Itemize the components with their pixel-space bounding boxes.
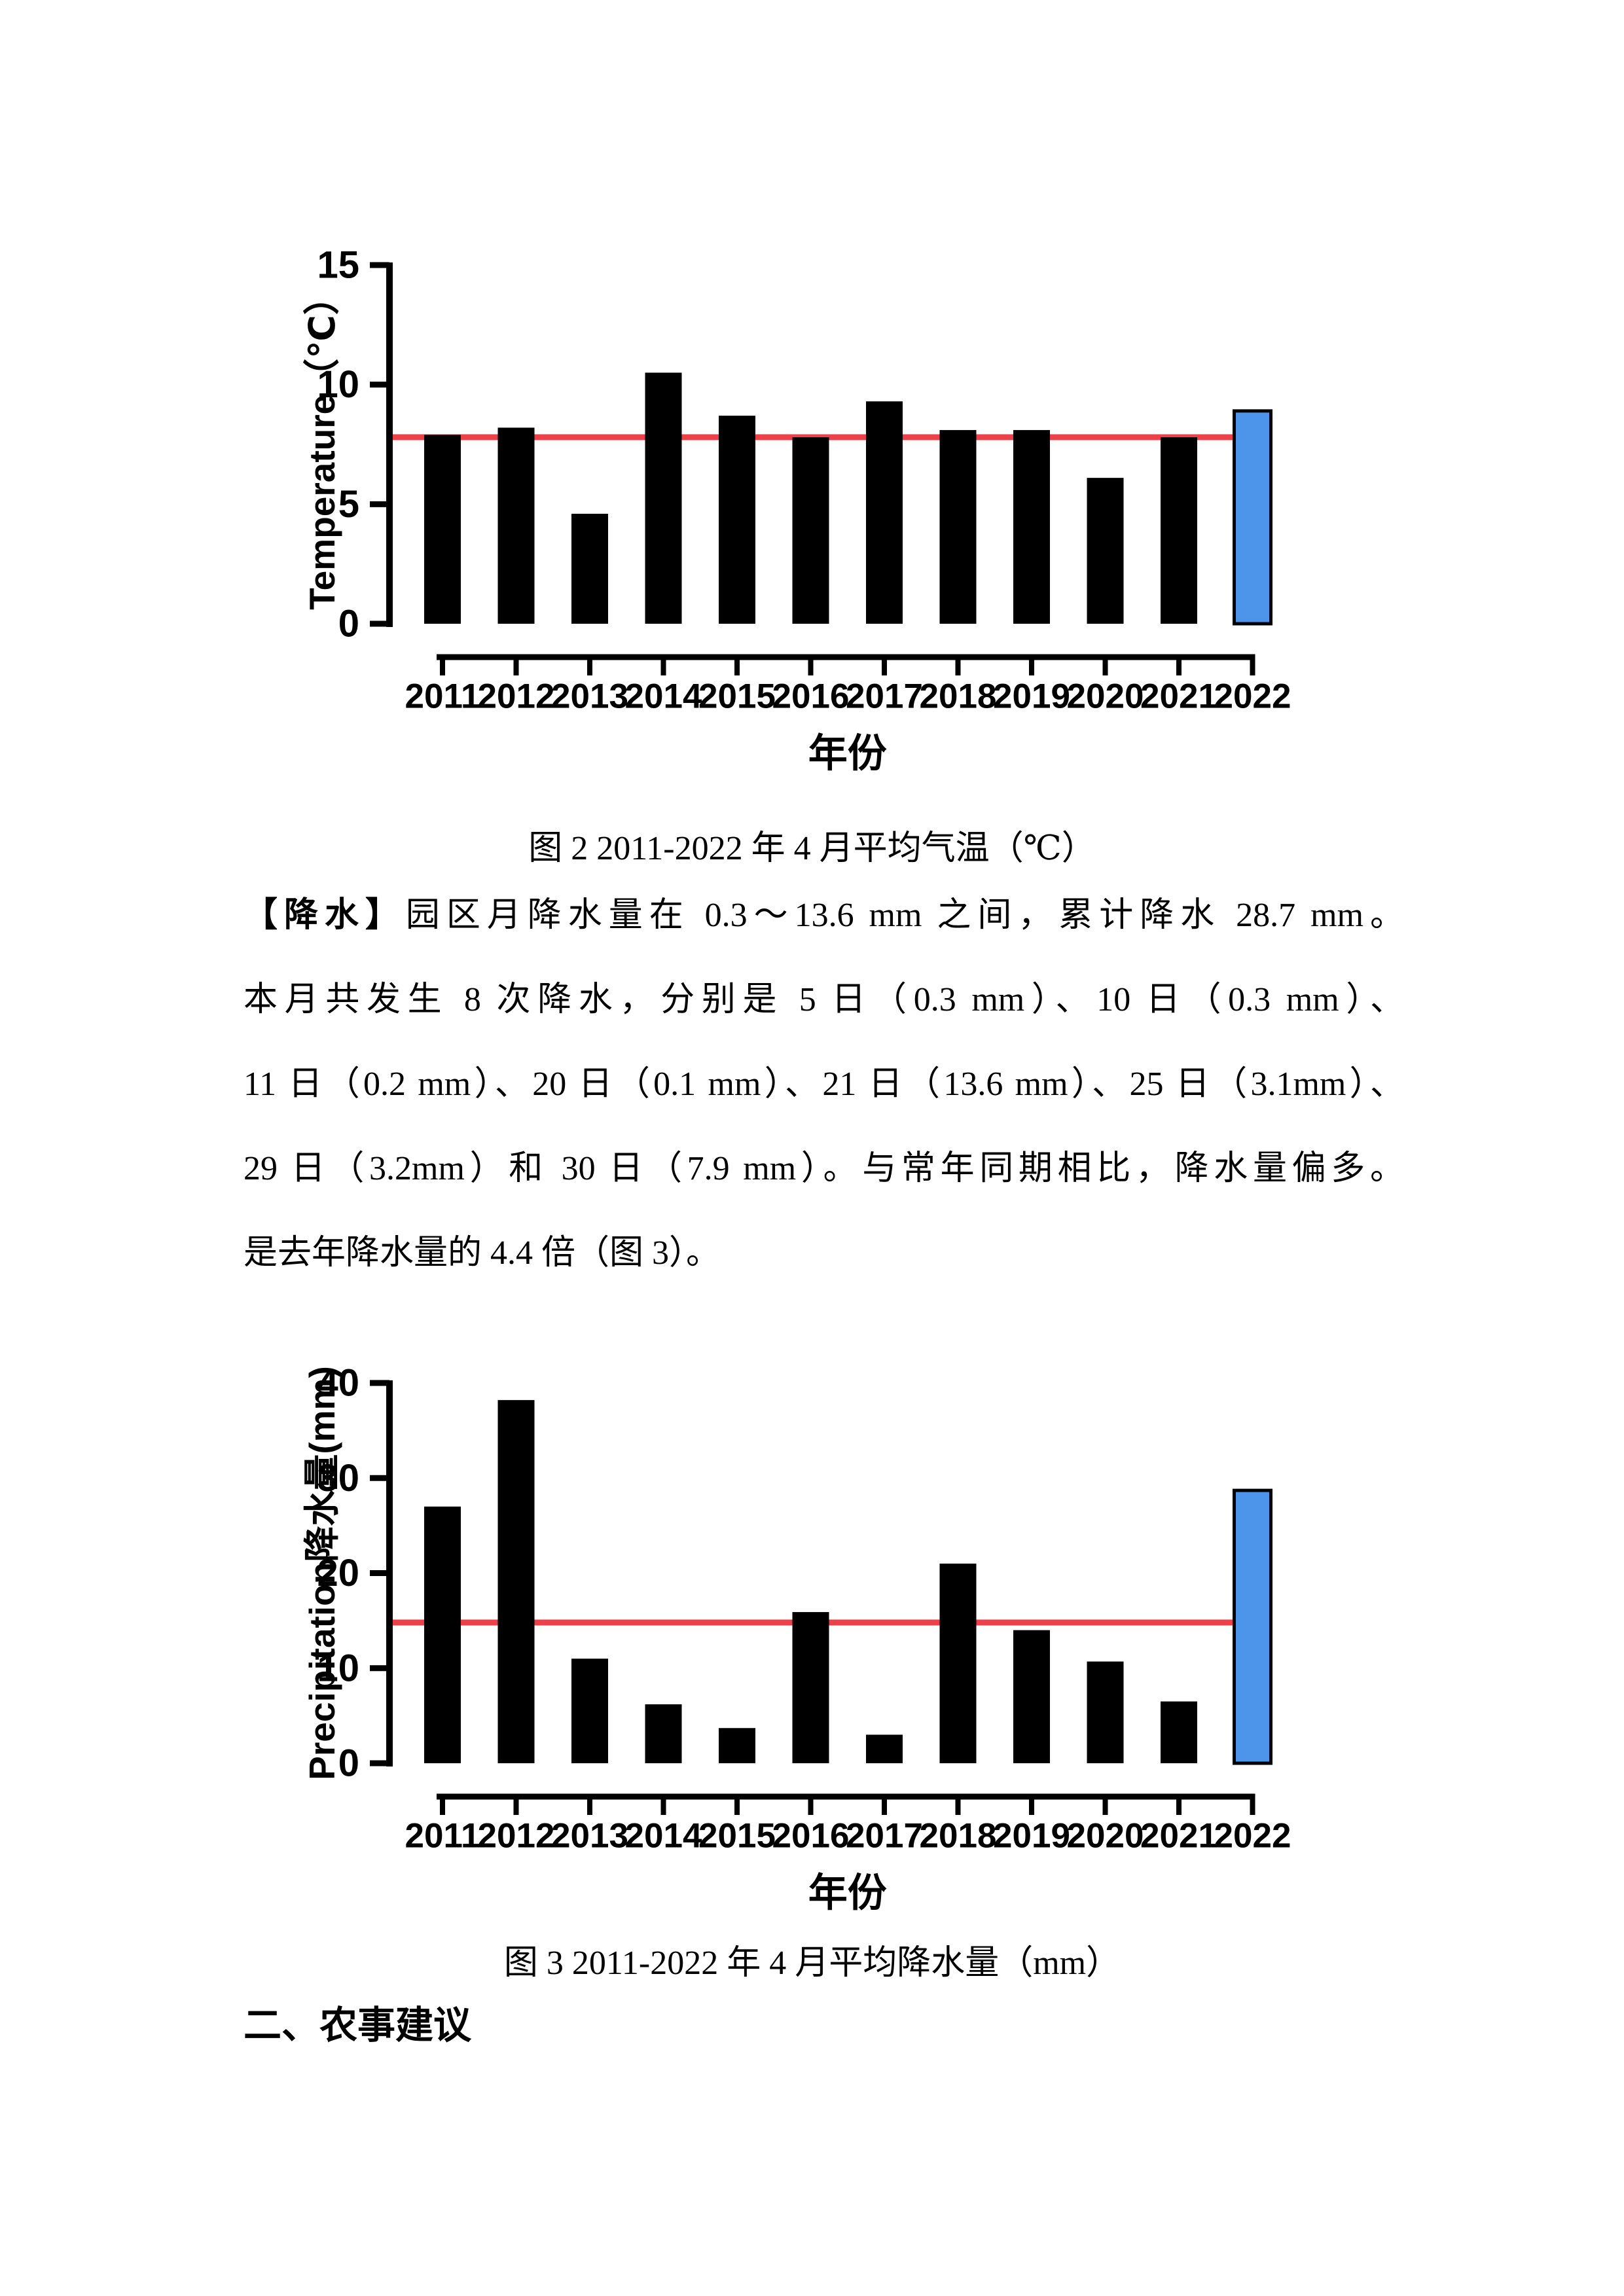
y-tick-label: 5 [338,483,359,526]
temperature-chart: 0 5 10 15 Temperature（℃） 2011 2012 2013 2014 2015… [275,232,1342,789]
section-heading: 二、农事建议 [244,2004,472,2047]
bar-2018 [939,1563,977,1763]
bar-2015 [719,416,755,624]
x-tick-label: 2019 [993,677,1070,716]
bar-2016 [792,1612,829,1763]
bar-2021 [1161,437,1197,624]
y-tick-label: 20 [317,1552,359,1594]
x-tick-label: 2014 [625,677,702,716]
bar-2016 [792,437,829,624]
x-tick-label: 2020 [1067,677,1144,716]
bar-2011 [424,435,461,624]
precipitation-chart: 0 10 20 30 40 Precipitation降水量(mm) 2011 2012 201… [275,1335,1342,1924]
paragraph-line: 11 日（0.2 mm）、20 日（0.1 mm）、21 日（13.6 mm）、… [244,1066,1404,1103]
paragraph-line: 29 日（3.2mm）和 30 日（7.9 mm）。与常年同期相比，降水量偏多。 [244,1150,1404,1187]
bar-2019 [1013,1630,1050,1763]
bar-2017 [866,401,903,624]
paragraph-lead: 【降水】 [244,897,406,934]
paragraph-line: 是去年降水量的 4.4 倍（图 3）。 [244,1234,721,1272]
bar-2012 [497,427,535,624]
bar-2021 [1161,1701,1197,1763]
bar-2020 [1087,478,1124,624]
x-tick-label: 2012 [478,1817,555,1856]
y-tick-label: 10 [317,363,359,406]
x-tick-label: 2021 [1140,1817,1218,1856]
x-tick-label: 2016 [772,1817,850,1856]
bar-2013 [571,513,608,624]
paragraph-text: 园区月降水量在 0.3～13.6 mm 之间，累计降水 28.7 mm。 [405,897,1404,934]
y-tick-label: 0 [338,603,359,645]
x-tick-label: 2012 [478,677,555,716]
x-tick-label: 2017 [846,677,923,716]
x-tick-label: 2017 [846,1817,923,1856]
figure2-caption: 图 2 2011-2022 年 4 月平均气温（℃） [528,830,1096,867]
y-axis-title: Precipitation降水量(mm) [302,1366,342,1780]
x-tick-label: 2015 [698,1817,776,1856]
figure3-caption: 图 3 2011-2022 年 4 月平均降水量（mm） [503,1945,1121,1982]
bar-2014 [645,1704,682,1763]
x-tick-label: 2020 [1067,1817,1144,1856]
paragraph-line: 本月共发生 8 次降水，分别是 5 日（0.3 mm）、10 日（0.3 mm）… [244,981,1404,1018]
precipitation-paragraph: 【降水】园区月降水量在 0.3～13.6 mm 之间，累计降水 28.7 mm。… [244,873,1404,1295]
x-axis-title: 年份 [808,1871,887,1915]
x-tick-label: 2011 [405,1817,480,1856]
bar-2015 [719,1728,755,1763]
bar-2013 [571,1659,608,1763]
bar-2012 [497,1400,535,1763]
x-tick-label: 2013 [551,677,628,716]
x-tick-label: 2019 [993,1817,1070,1856]
x-tick-label: 2018 [920,677,997,716]
bar-2022 [1233,1488,1272,1765]
bar-2022 [1233,409,1272,626]
bar-2011 [424,1506,461,1763]
x-tick-label: 2021 [1140,677,1218,716]
y-tick-label: 0 [338,1742,359,1785]
x-axis-title: 年份 [808,732,887,776]
x-tick-label: 2016 [772,677,850,716]
x-tick-label: 2011 [405,677,480,716]
x-tick-label: 2015 [698,677,776,716]
x-tick-label: 2014 [625,1817,702,1856]
x-tick-label: 2022 [1214,1817,1291,1856]
bar-2018 [939,430,977,624]
y-tick-label: 10 [317,1647,359,1689]
y-tick-label: 30 [317,1457,359,1499]
y-tick-label: 15 [317,244,359,287]
y-tick-label: 40 [317,1362,359,1405]
x-tick-label: 2013 [551,1817,628,1856]
x-tick-label: 2022 [1214,677,1291,716]
bar-2020 [1087,1661,1124,1763]
y-axis-title: Temperature（℃） [302,279,342,610]
precipitation-chart-svg: 010203040Precipitation降水量(mm)20112012201… [302,1362,1291,1915]
bar-2017 [866,1734,903,1763]
bar-2019 [1013,430,1050,624]
paragraph-line: 【降水】园区月降水量在 0.3～13.6 mm 之间，累计降水 28.7 mm。 [244,873,1404,958]
x-tick-label: 2018 [920,1817,997,1856]
bar-2014 [645,372,682,624]
